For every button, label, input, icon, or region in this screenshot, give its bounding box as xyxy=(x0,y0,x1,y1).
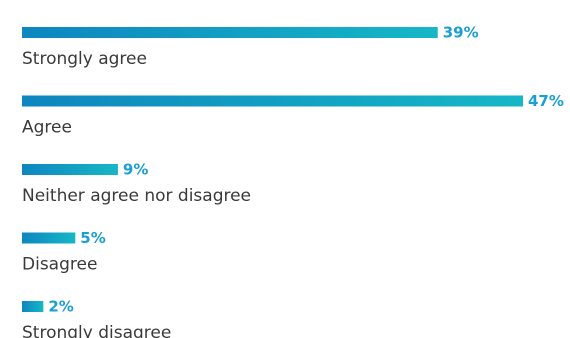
bar-1 xyxy=(22,95,523,107)
bar-value-label-0: 39% xyxy=(443,24,479,42)
bar-value-label-4: 2% xyxy=(48,298,73,316)
bar-3 xyxy=(22,232,76,244)
bar-2 xyxy=(22,164,118,175)
category-label-4: Strongly disagree xyxy=(22,323,171,338)
category-label-3: Disagree xyxy=(22,255,97,275)
category-label-0: Strongly agree xyxy=(22,49,147,69)
bars-group: 39% Strongly agree 47% Agree 9% Neither agree… xyxy=(22,24,564,338)
bar-value-label-1: 47% xyxy=(528,92,564,110)
bar-0 xyxy=(22,27,438,38)
category-label-2: Neither agree nor disagree xyxy=(22,186,251,206)
bar-value-label-2: 9% xyxy=(123,161,148,179)
bar-4 xyxy=(22,301,44,312)
category-label-1: Agree xyxy=(22,118,72,138)
bar-value-label-3: 5% xyxy=(80,229,105,247)
